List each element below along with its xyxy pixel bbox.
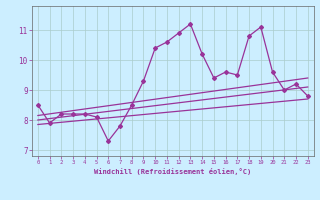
X-axis label: Windchill (Refroidissement éolien,°C): Windchill (Refroidissement éolien,°C)	[94, 168, 252, 175]
